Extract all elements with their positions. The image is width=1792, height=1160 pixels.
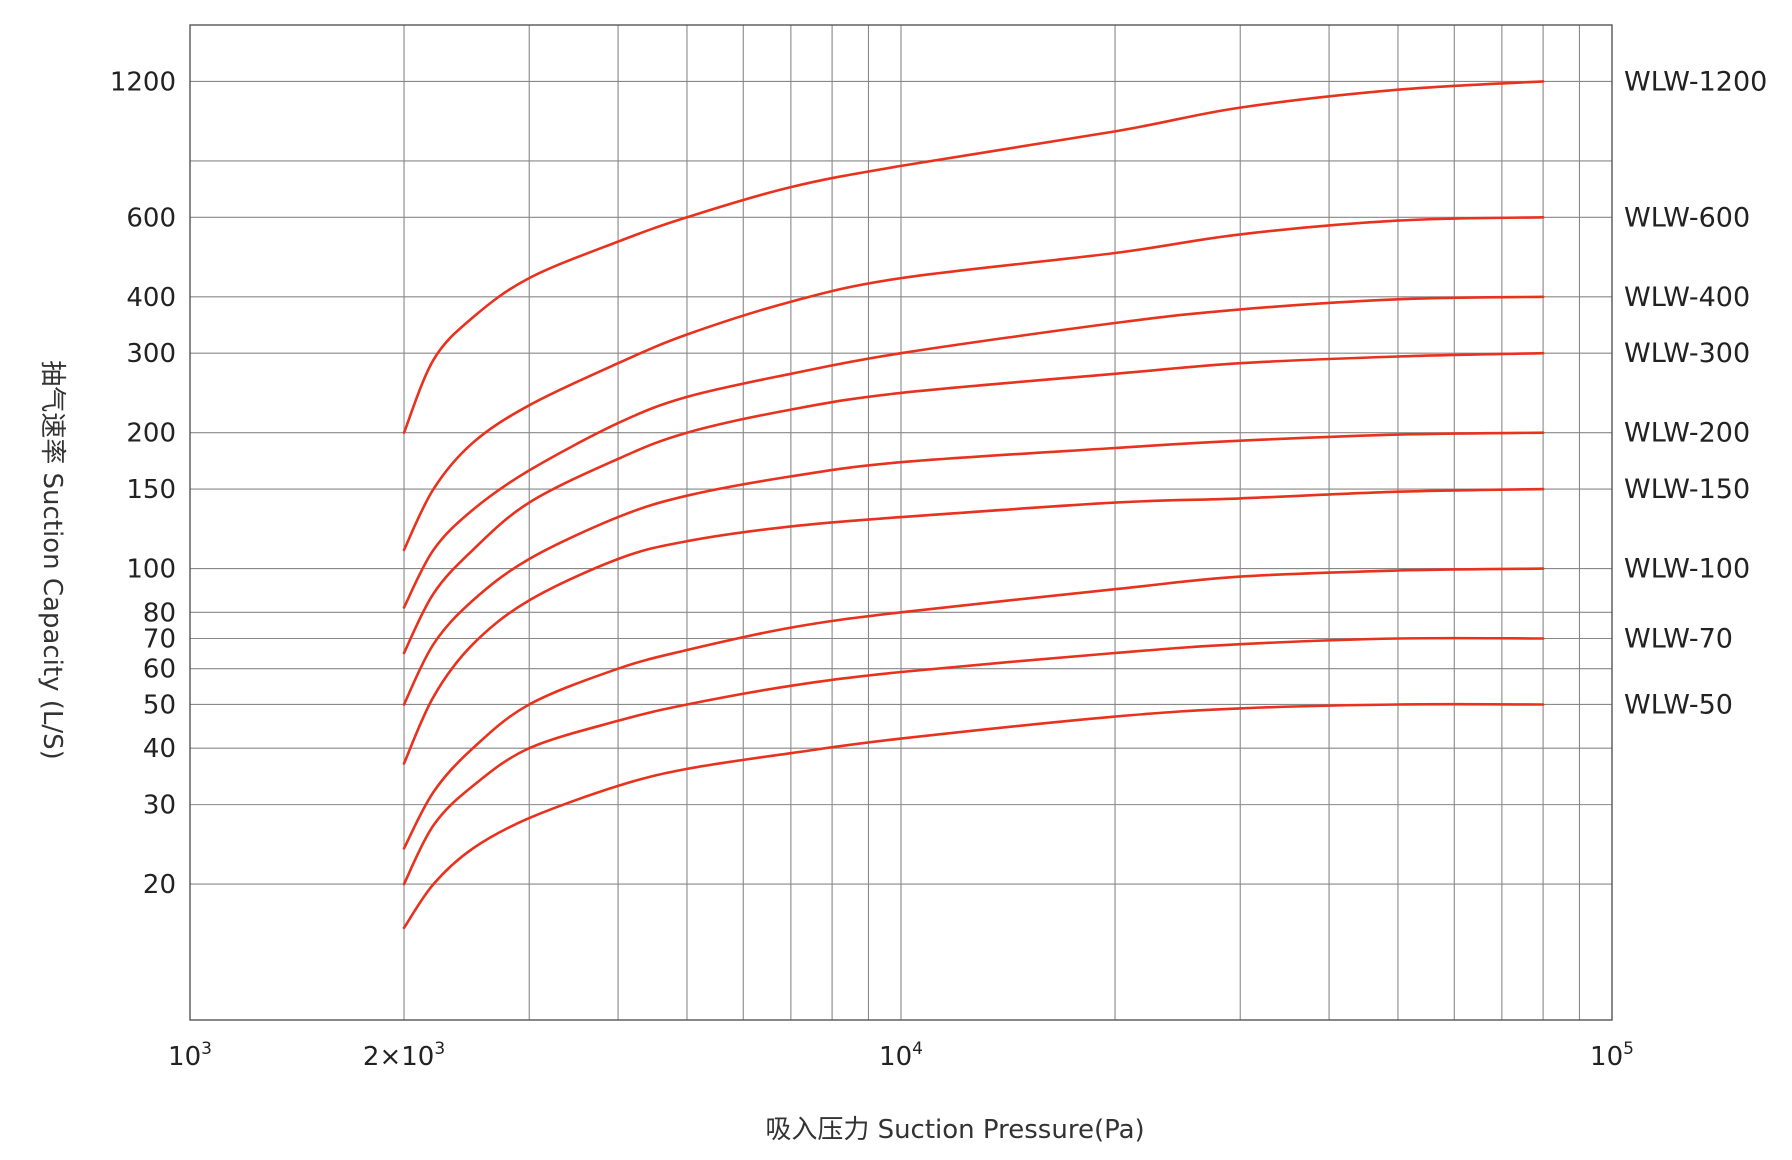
y-axis-title: 抽气速率 Suction Capacity (L/S)	[37, 360, 67, 760]
series-labels: WLW-1200 WLW-600 WLW-400 WLW-300 WLW-200 WLW-…	[1624, 66, 1767, 720]
y-tick-label: 20	[143, 870, 176, 900]
series-label: WLW-300	[1624, 338, 1750, 369]
series-label: WLW-70	[1624, 623, 1733, 654]
y-tick-label: 300	[126, 339, 176, 369]
y-tick-label: 1200	[110, 67, 176, 97]
x-tick-label: 104	[879, 1039, 923, 1072]
series-label: WLW-200	[1624, 418, 1750, 449]
curve-wlw-70	[402, 636, 1545, 886]
curve-wlw-600	[402, 216, 1545, 552]
x-tick-label: 105	[1590, 1039, 1634, 1072]
y-tick-label: 70	[143, 624, 176, 654]
series-label: WLW-100	[1624, 554, 1750, 585]
x-tick-label: 103	[168, 1039, 212, 1072]
y-tick-label: 400	[126, 283, 176, 313]
x-tick-labels: 103 2×103 104 105	[168, 1039, 1634, 1072]
capacity-curves	[402, 80, 1545, 930]
grid-lines	[190, 25, 1612, 1020]
curve-wlw-400	[402, 295, 1545, 609]
series-label: WLW-1200	[1624, 66, 1767, 97]
y-tick-label: 200	[126, 419, 176, 449]
series-label: WLW-400	[1624, 282, 1750, 313]
plot-frame	[189, 24, 1613, 1021]
x-axis-title: 吸入压力 Suction Pressure(Pa)	[765, 1115, 1144, 1145]
curve-wlw-100	[402, 567, 1545, 850]
y-tick-label: 50	[143, 690, 176, 720]
series-label: WLW-150	[1624, 474, 1750, 505]
y-tick-label: 30	[143, 791, 176, 821]
y-tick-label: 80	[143, 598, 176, 628]
curve-wlw-150	[402, 487, 1545, 765]
y-tick-label: 600	[126, 203, 176, 233]
curve-wlw-300	[402, 351, 1545, 655]
y-tick-label: 150	[126, 475, 176, 505]
y-tick-label: 60	[143, 655, 176, 685]
curve-wlw-50	[402, 702, 1545, 930]
y-tick-label: 40	[143, 734, 176, 764]
curve-wlw-200	[402, 431, 1545, 706]
x-tick-label: 2×103	[363, 1039, 445, 1072]
series-label: WLW-50	[1624, 689, 1733, 720]
curve-wlw-1200	[402, 80, 1545, 434]
y-tick-label: 100	[126, 555, 176, 585]
series-label: WLW-600	[1624, 202, 1750, 233]
